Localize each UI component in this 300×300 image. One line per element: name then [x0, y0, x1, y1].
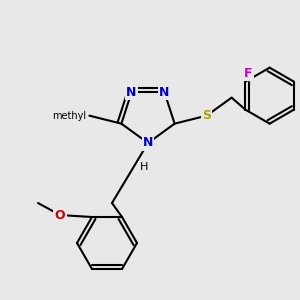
Text: N: N	[143, 136, 153, 149]
Text: F: F	[244, 67, 253, 80]
Text: H: H	[140, 162, 148, 172]
Text: methyl: methyl	[52, 111, 86, 121]
Text: N: N	[126, 86, 137, 99]
Text: O: O	[55, 208, 65, 221]
Text: N: N	[159, 86, 170, 99]
Text: S: S	[202, 109, 211, 122]
